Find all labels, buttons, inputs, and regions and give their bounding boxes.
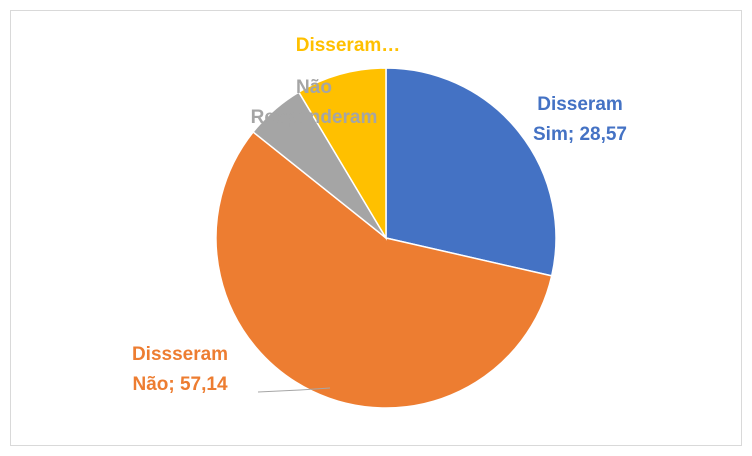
data-label: Sim; 28,57 bbox=[533, 124, 627, 145]
data-label: Disseram… bbox=[296, 35, 401, 56]
data-label: Dissseram bbox=[132, 344, 228, 365]
data-label: Disseram bbox=[537, 94, 623, 115]
pie-slice bbox=[297, 67, 387, 241]
pie-slice bbox=[385, 67, 557, 277]
leader-line bbox=[257, 387, 331, 393]
pie-slice bbox=[215, 130, 553, 409]
data-label: Não; 57,14 bbox=[132, 374, 227, 395]
data-label: Responderam bbox=[251, 107, 378, 128]
data-label: Não bbox=[296, 77, 332, 98]
